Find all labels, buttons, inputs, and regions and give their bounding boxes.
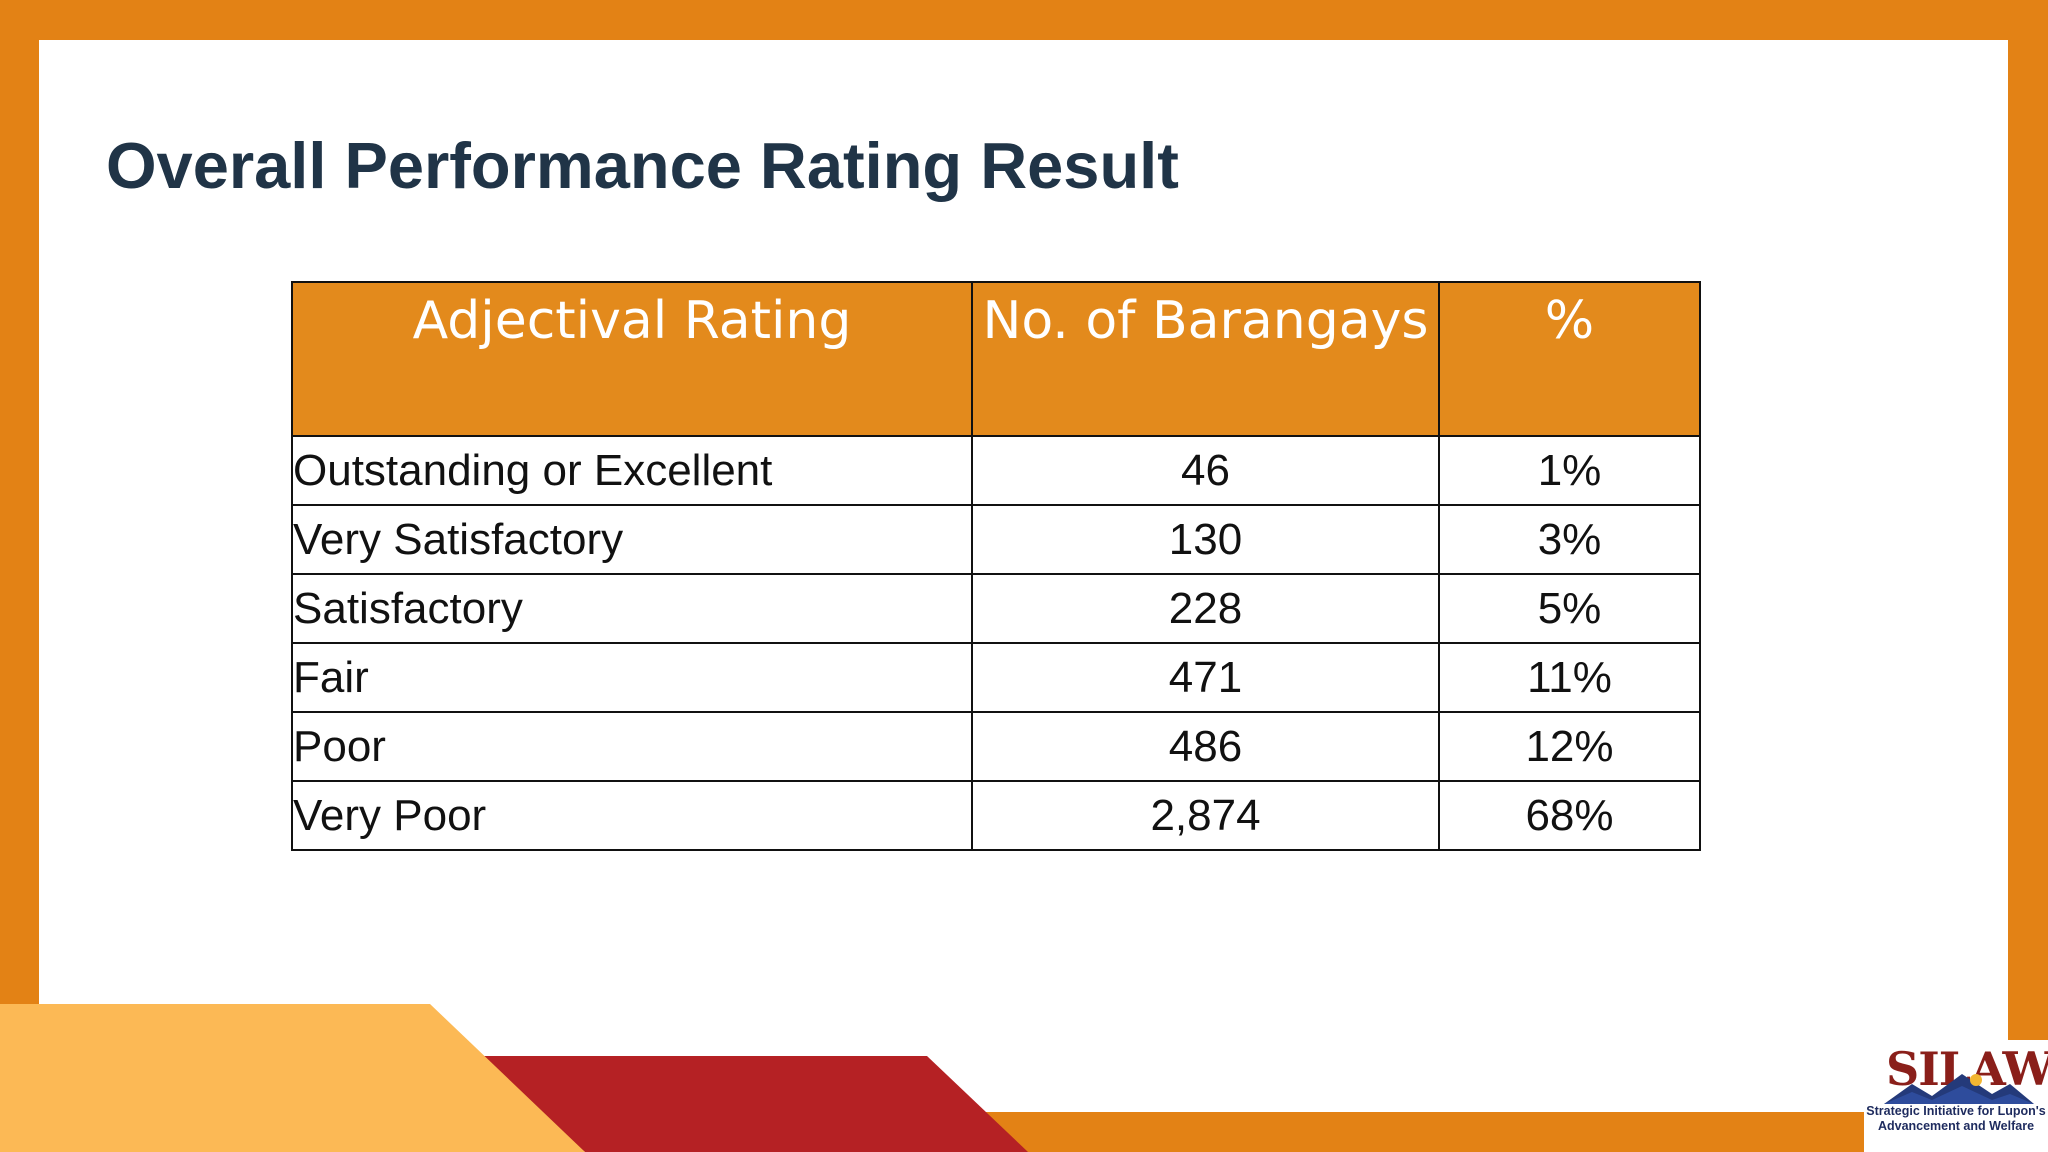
percent-cell: 3%: [1438, 504, 1701, 575]
rating-cell: Very Satisfactory: [291, 504, 973, 575]
rating-cell: Fair: [291, 642, 973, 713]
header-no-of-barangays: No. of Barangays: [971, 281, 1440, 437]
rating-cell: Very Poor: [291, 780, 973, 851]
count-cell: 2,874: [971, 780, 1440, 851]
rating-cell: Poor: [291, 711, 973, 782]
rating-table: Adjectival Rating No. of Barangays % Out…: [291, 281, 1701, 851]
rating-cell: Outstanding or Excellent: [291, 435, 973, 506]
count-cell: 228: [971, 573, 1440, 644]
percent-cell: 68%: [1438, 780, 1701, 851]
logo-tagline-line-1: Strategic Initiative for Lupon's: [1866, 1104, 2046, 1118]
table-row: Very Poor 2,874 68%: [291, 780, 1701, 851]
percent-cell: 12%: [1438, 711, 1701, 782]
count-cell: 486: [971, 711, 1440, 782]
percent-cell: 5%: [1438, 573, 1701, 644]
logo-tagline-line-2: Advancement and Welfare: [1877, 1119, 2035, 1133]
rating-table-container: Adjectival Rating No. of Barangays % Out…: [291, 281, 1701, 851]
header-adjectival-rating: Adjectival Rating: [291, 281, 973, 437]
table-row: Outstanding or Excellent 46 1%: [291, 435, 1701, 506]
logo-tagline: Strategic Initiative for Lupon's Advance…: [1864, 1104, 2048, 1134]
rating-cell: Satisfactory: [291, 573, 973, 644]
percent-cell: 11%: [1438, 642, 1701, 713]
table-header-row: Adjectival Rating No. of Barangays %: [291, 281, 1701, 437]
mountain-icon: [1884, 1074, 2034, 1104]
table-row: Poor 486 12%: [291, 711, 1701, 782]
slide-title: Overall Performance Rating Result: [106, 129, 1179, 202]
count-cell: 471: [971, 642, 1440, 713]
silaw-logo: SILAW Strategic Initiative for Lupon's A…: [1864, 1040, 2048, 1152]
header-percent: %: [1438, 281, 1701, 437]
count-cell: 130: [971, 504, 1440, 575]
percent-cell: 1%: [1438, 435, 1701, 506]
table-row: Fair 471 11%: [291, 642, 1701, 713]
table-row: Satisfactory 228 5%: [291, 573, 1701, 644]
count-cell: 46: [971, 435, 1440, 506]
table-row: Very Satisfactory 130 3%: [291, 504, 1701, 575]
